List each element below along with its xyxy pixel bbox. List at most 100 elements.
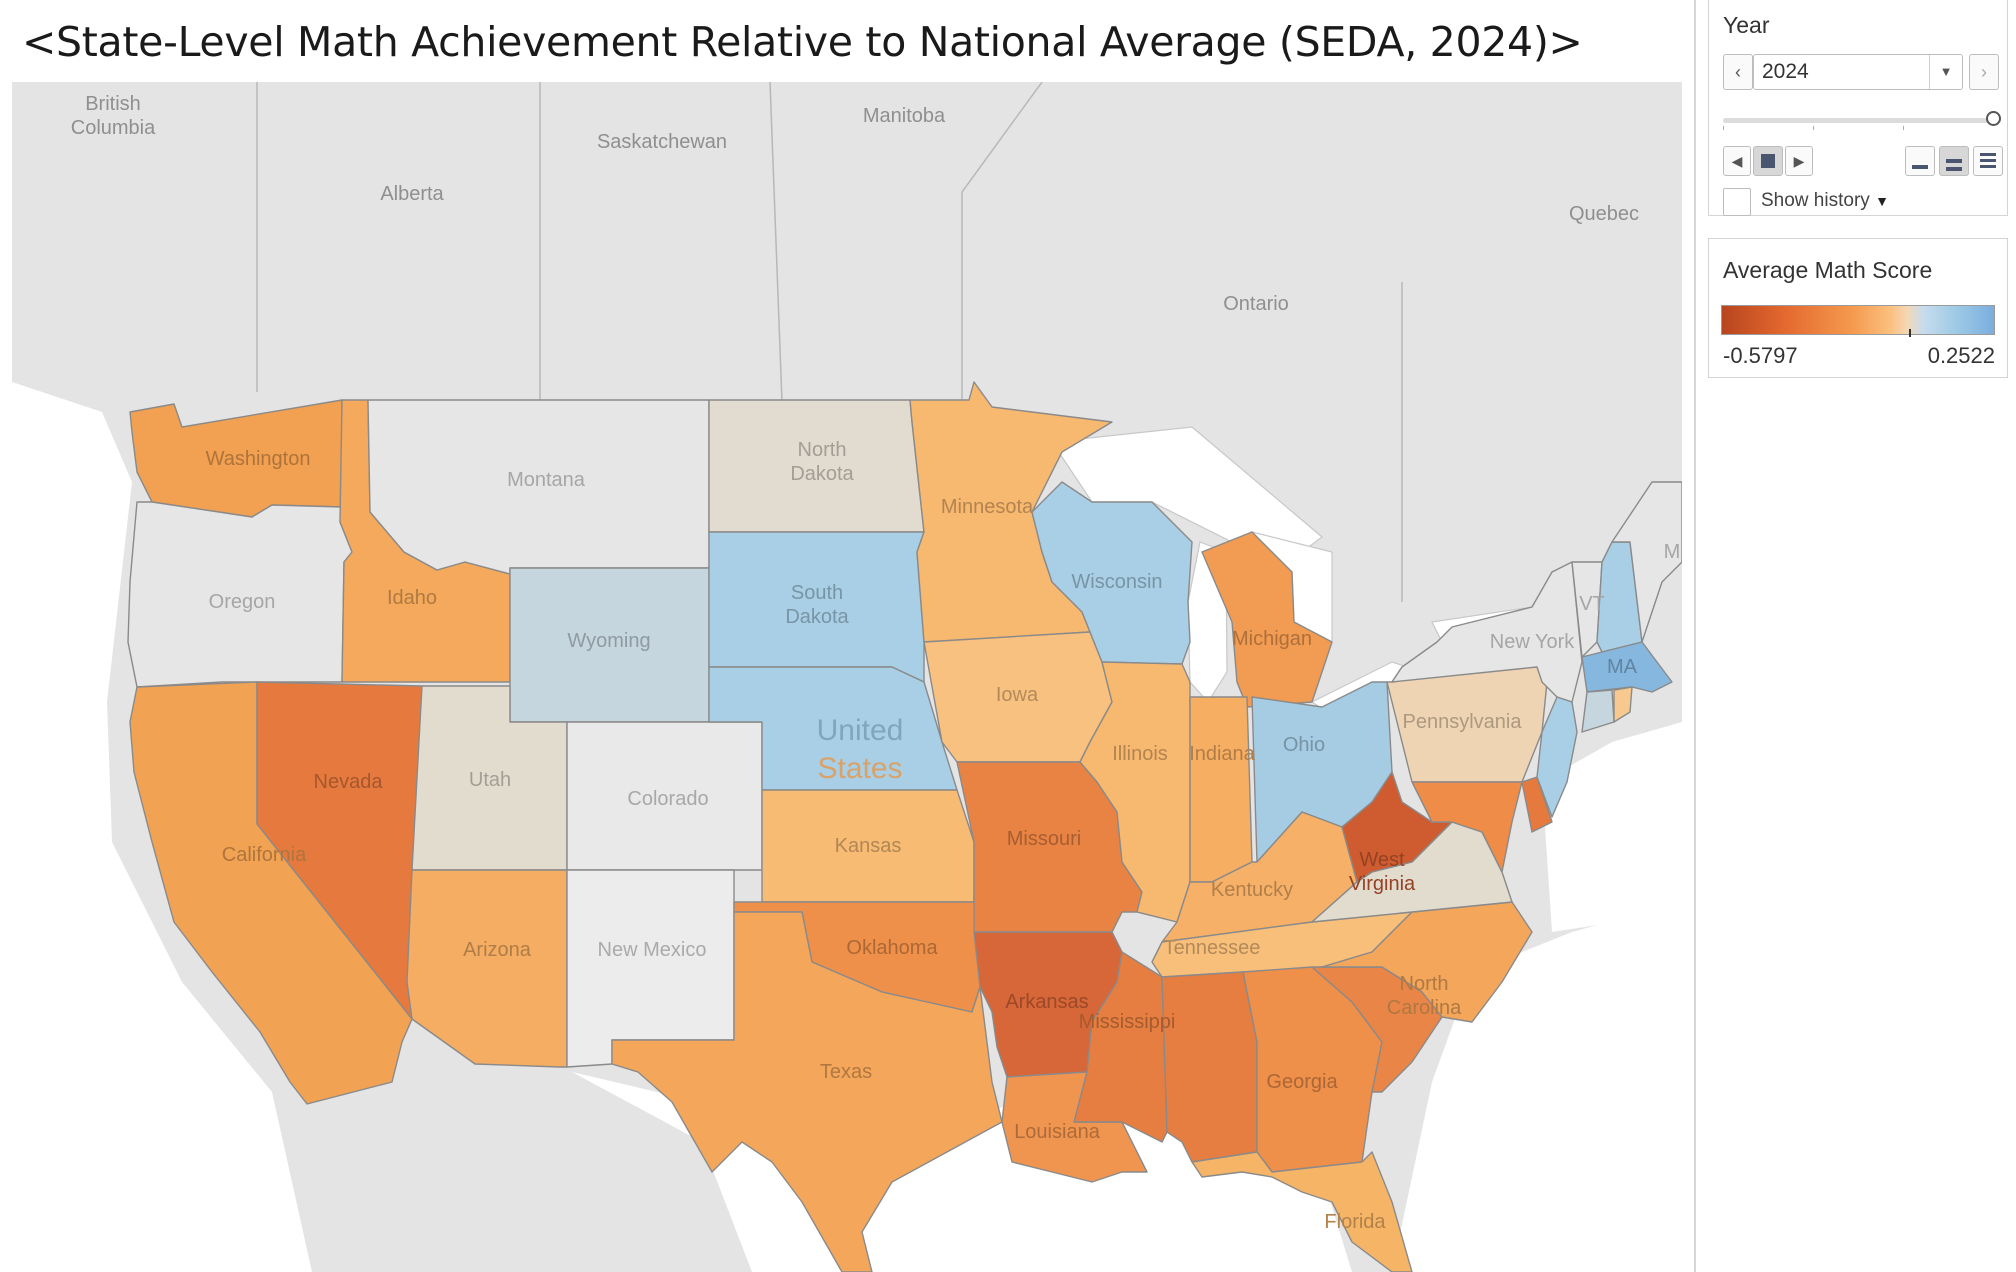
state-label-south-dakota: South [791,582,843,604]
state-label-new-york: New York [1490,631,1575,653]
slider-tick [1813,126,1814,130]
step-forward-button[interactable]: ▶ [1785,146,1813,176]
state-label-texas: Texas [820,1061,872,1083]
state-label-minnesota: Minnesota [941,496,1034,518]
legend-title: Average Math Score [1723,257,1933,283]
state-label-illinois: Illinois [1112,743,1168,765]
legend-marker [1909,329,1911,337]
region-label-manitoba: Manitoba [863,105,946,127]
state-label-north-carolina: Carolina [1387,997,1462,1019]
state-label-florida: Florida [1324,1211,1386,1233]
show-history-label: Show history [1761,190,1870,211]
speed-medium-icon [1946,159,1962,171]
state-maine[interactable] [1611,481,1682,643]
state-label-ohio: Ohio [1283,734,1325,756]
show-history-checkbox[interactable] [1723,188,1751,216]
year-filter-title: Year [1723,12,1770,38]
state-label-nevada: Nevada [314,771,384,793]
year-slider-thumb[interactable] [1986,111,2001,126]
state-label-arkansas: Arkansas [1005,991,1088,1013]
filter-panel: Year ‹ 2024 ▼ › ◀ ▶ [1696,0,2016,1272]
state-label-maine: M [1664,541,1681,563]
state-label-louisiana: Louisiana [1014,1121,1101,1143]
slider-tick [1723,126,1724,130]
step-back-button[interactable]: ◀ [1723,146,1751,176]
state-maryland[interactable] [1411,781,1523,873]
state-label-arizona: Arizona [463,939,532,961]
region-label-alberta: Alberta [380,183,444,205]
state-texas[interactable] [611,911,1003,1272]
state-label-north-dakota: Dakota [790,463,854,485]
stop-icon [1761,154,1775,168]
region-label-quebec: Quebec [1569,203,1639,225]
next-year-button[interactable]: › [1969,54,1999,90]
state-label-west-virginia: West [1359,849,1405,871]
state-label-georgia: Georgia [1266,1071,1338,1093]
caret-down-icon: ▼ [1875,193,1889,209]
state-label-north-carolina: North [1400,973,1449,995]
manitoba-ontario-border [961,82,1043,402]
state-north-carolina[interactable] [1321,901,1533,1023]
state-rhode-island[interactable] [1613,686,1633,723]
chevron-left-icon: ‹ [1735,61,1741,82]
speed-fast-icon [1980,153,1996,169]
state-label-oklahoma: Oklahoma [846,937,938,959]
state-michigan[interactable] [1201,531,1333,708]
color-legend-card: Average Math Score -0.5797 0.2522 [1708,238,2008,378]
speed-fast-button[interactable] [1973,146,2003,176]
slider-tick [1903,126,1904,130]
region-label-ontario: Ontario [1223,293,1289,315]
state-wisconsin[interactable] [1031,481,1193,665]
state-new-mexico[interactable] [566,869,735,1068]
state-label-tennessee: Tennessee [1164,937,1261,959]
atlantic-ocean [1542,722,1682,932]
country-label: States [817,752,902,785]
state-label-california: California [222,844,307,866]
state-label-south-dakota: Dakota [785,606,849,628]
state-label-massachusetts: MA [1607,656,1638,678]
state-label-new-mexico: New Mexico [598,939,707,961]
region-label-british-columbia: British [85,93,141,115]
country-label: United [817,714,904,747]
state-label-missouri: Missouri [1007,828,1081,850]
dropdown-arrow-icon[interactable]: ▼ [1929,55,1962,89]
state-label-kansas: Kansas [835,835,902,857]
speed-medium-button[interactable] [1939,146,1969,176]
state-new-jersey[interactable] [1536,696,1578,818]
panel-divider [1694,0,1696,1272]
state-indiana[interactable] [1189,696,1253,883]
state-florida[interactable] [1191,1151,1413,1272]
year-dropdown[interactable]: 2024 ▼ [1753,54,1963,90]
state-label-north-dakota: North [798,439,847,461]
stop-button[interactable] [1753,146,1783,176]
previous-year-button[interactable]: ‹ [1723,54,1753,90]
show-history-toggle[interactable]: Show history ▼ [1761,190,1889,212]
pacific-ocean [12,382,312,1272]
legend-max-label: 0.2522 [1927,343,1995,368]
sask-manitoba-border [769,82,783,403]
color-ramp [1721,305,1995,335]
state-label-oregon: Oregon [209,591,276,613]
state-label-washington: Washington [206,448,311,470]
state-label-idaho: Idaho [387,587,437,609]
state-label-utah: Utah [469,769,511,791]
region-label-british-columbia: Columbia [71,117,156,139]
year-filter-card: Year ‹ 2024 ▼ › ◀ ▶ [1708,0,2008,216]
state-delaware[interactable] [1521,776,1553,833]
year-slider-track[interactable] [1723,118,1993,123]
state-label-indiana: Indiana [1189,743,1255,765]
state-label-wisconsin: Wisconsin [1071,571,1162,593]
state-alabama[interactable] [1161,971,1258,1163]
state-label-kentucky: Kentucky [1211,879,1293,901]
choropleth-map[interactable]: British Columbia Alberta Saskatchewan Manito… [12,82,1682,1272]
speed-slow-button[interactable] [1905,146,1935,176]
region-label-saskatchewan: Saskatchewan [597,131,727,153]
legend-min-label: -0.5797 [1723,343,1798,368]
state-label-colorado: Colorado [627,788,708,810]
state-label-montana: Montana [507,469,586,491]
chevron-right-icon: › [1981,61,1987,82]
state-label-michigan: Michigan [1232,628,1312,650]
state-label-mississippi: Mississippi [1079,1011,1176,1033]
play-forward-icon: ▶ [1793,152,1805,169]
